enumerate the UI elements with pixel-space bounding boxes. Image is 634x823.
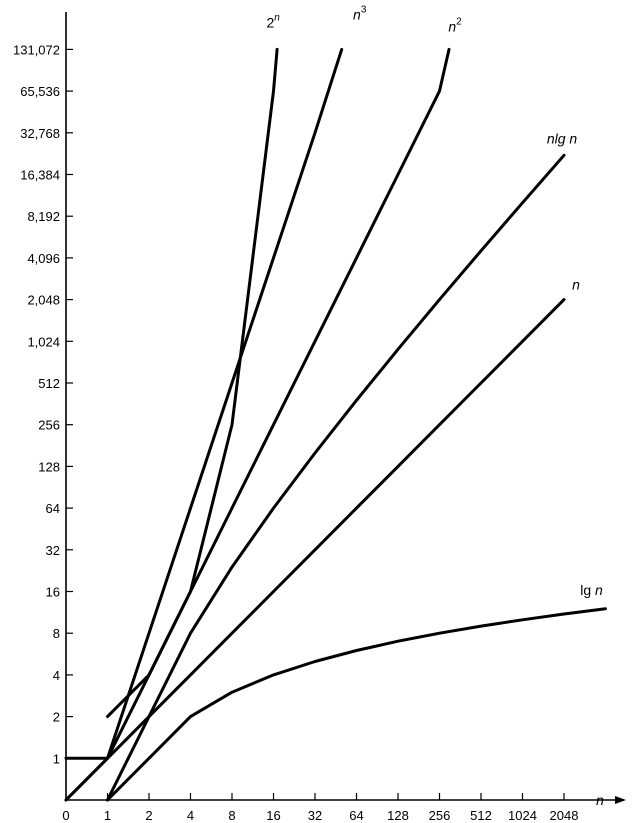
- series-label-n: n: [572, 277, 580, 293]
- series-label-n-2: n2: [448, 16, 462, 34]
- series-label-main: lg: [580, 582, 591, 598]
- x-tick-label: 16: [266, 808, 280, 823]
- y-tick-label: 1,024: [27, 334, 60, 349]
- series-label-suffix: n: [591, 582, 603, 598]
- x-tick-label: 1024: [508, 808, 537, 823]
- series-label-superscript: 2: [456, 16, 462, 27]
- y-tick-label: 512: [38, 376, 60, 391]
- series-label-superscript: n: [274, 12, 280, 23]
- y-tick-label: 128: [38, 459, 60, 474]
- series-label-main: n: [547, 130, 555, 146]
- series-label-main: 2: [266, 14, 274, 30]
- series-label-2-n: 2n: [266, 12, 280, 30]
- series-label-main: n: [353, 6, 361, 22]
- series-label-n-3: n3: [353, 4, 367, 22]
- x-tick-label: 2: [145, 808, 152, 823]
- y-tick-label: 8,192: [27, 209, 60, 224]
- x-tick-label: 0: [62, 808, 69, 823]
- x-tick-label: 8: [228, 808, 235, 823]
- series-label-lg-n: lg n: [580, 582, 603, 598]
- y-tick-label: 131,072: [13, 42, 60, 57]
- axes: [65, 12, 626, 804]
- y-tick-label: 32: [46, 543, 60, 558]
- series-label-suffix: lg n: [555, 130, 578, 146]
- series-line-n-2: [64, 47, 451, 802]
- series-line-lg-n: [106, 607, 607, 802]
- y-tick-label: 16,384: [20, 168, 60, 183]
- y-tick-label: 8: [53, 626, 60, 641]
- y-tick-label: 4,096: [27, 251, 60, 266]
- x-tick-label: 64: [349, 808, 363, 823]
- series-label-superscript: 3: [361, 4, 367, 15]
- curves: [64, 47, 607, 802]
- y-tick-label: 2,048: [27, 293, 60, 308]
- x-axis-arrowhead: [615, 796, 626, 804]
- y-axis-ticks: 012481632641282565121,0242,0484,0968,192…: [13, 42, 73, 766]
- y-tick-label: 16: [46, 585, 60, 600]
- y-tick-label: 256: [38, 418, 60, 433]
- x-tick-label: 512: [470, 808, 492, 823]
- x-tick-label: 2048: [550, 808, 579, 823]
- x-axis-label: n: [596, 792, 604, 808]
- y-tick-label: 1: [53, 751, 60, 766]
- y-tick-label: 2: [53, 710, 60, 725]
- y-tick-label: 32,768: [20, 126, 60, 141]
- x-axis-ticks: 0 1 2 4 8 16 32 64 128 256 512 1024 2048: [62, 793, 578, 823]
- series-line-n-3: [64, 47, 344, 802]
- x-tick-label: 256: [429, 808, 451, 823]
- x-tick-label: 128: [387, 808, 409, 823]
- series-label-n-lg-n: nlg n: [547, 130, 578, 146]
- x-tick-label: 32: [308, 808, 322, 823]
- y-tick-label: 64: [46, 501, 60, 516]
- series-line-n-lg-n: [106, 153, 566, 802]
- x-tick-label: 1: [104, 808, 111, 823]
- y-tick-label: 65,536: [20, 84, 60, 99]
- series-line-2-n: [106, 47, 279, 719]
- x-tick-label: 4: [187, 808, 194, 823]
- series-label-main: n: [572, 277, 580, 293]
- y-tick-label: 4: [53, 668, 60, 683]
- series-label-main: n: [448, 18, 456, 34]
